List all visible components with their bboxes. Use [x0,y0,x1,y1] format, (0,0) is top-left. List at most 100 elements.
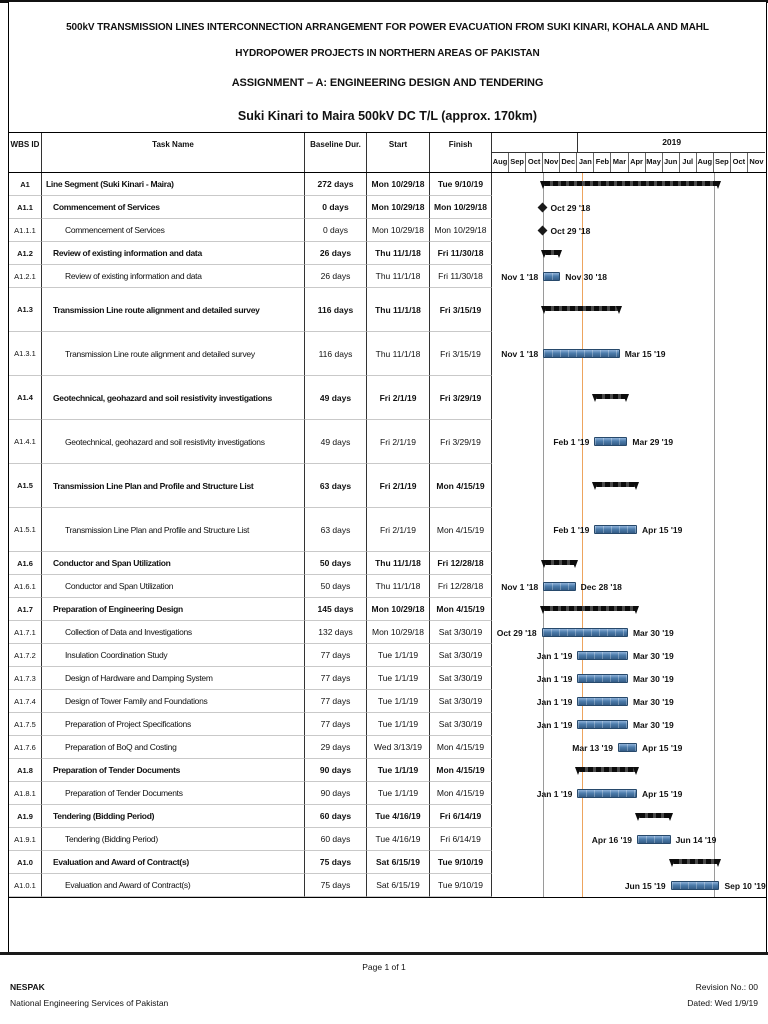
summary-endcap [556,249,563,258]
gantt-bar-summary [575,766,640,775]
dur-cell: 60 days [305,828,367,851]
bar-date-label: Nov 1 '18 [501,271,539,282]
gantt-bar-task [618,742,638,752]
bar-date-label: Oct 29 '18 [550,202,591,213]
timescale-header: 2019 Aug Sep Oct Nov Dec Jan Feb Mar Apr May Jun Ju… [492,133,765,172]
wbs-cell: A1.7.3 [9,667,42,690]
name-cell: Commencement of Services [42,219,305,242]
gantt-bar-summary [539,180,722,189]
dur-cell: 63 days [305,508,367,552]
start-cell: Tue 1/1/19 [367,713,430,736]
name-cell: Commencement of Services [42,196,305,219]
fin-cell: Mon 4/15/19 [430,508,492,552]
summary-endcap [615,306,622,314]
month-label: Nov [749,157,764,166]
fin-cell: Fri 12/28/18 [430,575,492,598]
fin-cell: Tue 9/10/19 [430,874,492,897]
bar-date-label: Dec 28 '18 [580,581,622,592]
table-row: A1.5.1 Transmission Line Plan and Profile… [9,508,766,552]
wbs-cell: A1 [9,173,42,196]
bar-date-label: Feb 1 '19 [553,437,590,447]
wbs-cell: A1.4.1 [9,420,42,464]
table-row: A1.3 Transmission Line route alignment an… [9,288,766,332]
start-cell: Mon 10/29/18 [367,196,430,219]
gantt-bar-summary [592,482,640,490]
wbs-cell: A1.7.5 [9,713,42,736]
bar-date-label: Apr 15 '19 [642,525,683,535]
org-abbrev: NESPAK [10,982,45,992]
wbs-cell: A1.8.1 [9,782,42,805]
fin-cell: Fri 6/14/19 [430,828,492,851]
table-row: A1.7.4 Design of Tower Family and Foundat… [9,690,766,713]
gantt-row-chart [492,376,765,420]
fin-cell: Mon 4/15/19 [430,759,492,782]
summary-endcap [539,180,546,189]
start-cell: Mon 10/29/18 [367,219,430,242]
name-cell: Review of existing information and data [42,265,305,288]
wbs-cell: A1.5.1 [9,508,42,552]
table-row: A1.0 Evaluation and Award of Contract(s) 7… [9,851,766,874]
table-row: A1.3.1 Transmission Line route alignment … [9,332,766,376]
bar-date-label: Apr 15 '19 [642,742,683,753]
dur-cell: 90 days [305,782,367,805]
table-row: A1.5 Transmission Line Plan and Profile a… [9,464,766,508]
dur-cell: 77 days [305,713,367,736]
dur-cell: 49 days [305,376,367,420]
wbs-cell: A1.0.1 [9,874,42,897]
name-cell: Tendering (Bidding Period) [42,805,305,828]
dur-cell: 26 days [305,242,367,265]
dur-cell: 75 days [305,874,367,897]
name-cell: Preparation of BoQ and Costing [42,736,305,759]
gantt-row-chart [492,851,765,874]
dur-cell: 50 days [305,575,367,598]
month-label: Aug [697,153,714,172]
fin-cell: Fri 12/28/18 [430,552,492,575]
gantt-row-chart: Feb 1 '19 Apr 15 '19 [492,508,765,552]
table-row: A1.7.3 Design of Hardware and Damping Sys… [9,667,766,690]
gantt-bar-task [541,627,628,637]
start-cell: Mon 10/29/18 [367,598,430,621]
start-cell: Wed 3/13/19 [367,736,430,759]
start-cell: Sat 6/15/19 [367,851,430,874]
dur-cell: 116 days [305,332,367,376]
name-cell: Design of Hardware and Damping System [42,667,305,690]
name-cell: Conductor and Span Utilization [42,552,305,575]
bar-date-label: Nov 30 '18 [565,271,607,282]
summary-endcap [715,858,722,867]
summary-endcap [539,605,546,614]
bar-date-label: Jan 1 '19 [536,719,573,730]
page-top-border [0,0,768,3]
gantt-row-chart: Jan 1 '19 Apr 15 '19 [492,782,765,805]
start-cell: Tue 4/16/19 [367,828,430,851]
month-label: Nov [543,153,561,172]
fin-cell: Fri 6/14/19 [430,805,492,828]
bar-date-label: Feb 1 '19 [553,525,590,535]
wbs-cell: A1.3.1 [9,332,42,376]
bar-date-label: Mar 30 '19 [632,627,674,638]
start-cell: Tue 1/1/19 [367,667,430,690]
dur-cell: 0 days [305,196,367,219]
gantt-bar-task [543,349,620,358]
summary-endcap [571,559,578,568]
name-cell: Collection of Data and Investigations [42,621,305,644]
table-row: A1.8 Preparation of Tender Documents 90 da… [9,759,766,782]
table-row: A1.6.1 Conductor and Span Utilization 50 d… [9,575,766,598]
summary-endcap [715,180,722,189]
month-label: Oct [731,153,748,172]
gantt-row-chart: Nov 1 '18 Dec 28 '18 [492,575,765,598]
summary-endcap [666,812,673,821]
table-row: A1.9.1 Tendering (Bidding Period) 60 days T… [9,828,766,851]
start-cell: Mon 10/29/18 [367,621,430,644]
column-header-task: Task Name [42,133,305,172]
fin-cell: Fri 3/29/19 [430,420,492,464]
gantt-row-chart: Jan 1 '19 Mar 30 '19 [492,690,765,713]
month-label: Jan [577,153,595,172]
dur-cell: 132 days [305,621,367,644]
segment-title: Suki Kinari to Maira 500kV DC T/L (appro… [237,109,538,123]
dur-cell: 0 days [305,219,367,242]
gantt-bar-task [594,437,628,446]
gantt-bar-task [577,696,628,706]
bar-date-label: Mar 30 '19 [632,719,674,730]
table-row: A1.6 Conductor and Span Utilization 50 day… [9,552,766,575]
wbs-cell: A1.7.2 [9,644,42,667]
